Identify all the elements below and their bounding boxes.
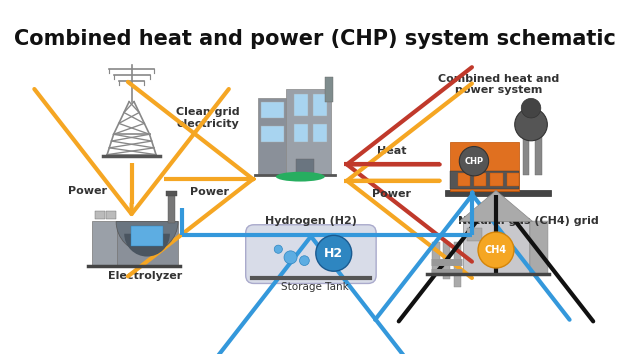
FancyBboxPatch shape [93, 222, 117, 266]
FancyBboxPatch shape [523, 130, 529, 175]
FancyBboxPatch shape [535, 130, 542, 175]
Circle shape [515, 108, 547, 141]
FancyBboxPatch shape [474, 173, 486, 185]
FancyBboxPatch shape [432, 242, 440, 273]
Text: Combined heat and
power system: Combined heat and power system [438, 74, 559, 95]
FancyBboxPatch shape [131, 225, 163, 246]
Polygon shape [459, 190, 533, 222]
FancyBboxPatch shape [443, 242, 450, 279]
Text: Hydrogen (H2): Hydrogen (H2) [265, 216, 357, 227]
Text: Power: Power [190, 187, 229, 197]
FancyBboxPatch shape [166, 191, 177, 196]
Text: Electrolyzer: Electrolyzer [108, 271, 183, 281]
FancyBboxPatch shape [450, 142, 519, 191]
FancyBboxPatch shape [258, 98, 287, 175]
Circle shape [284, 251, 297, 264]
FancyBboxPatch shape [95, 211, 105, 219]
FancyBboxPatch shape [457, 173, 470, 185]
FancyBboxPatch shape [168, 195, 175, 223]
Text: Natural gas (CH4) grid: Natural gas (CH4) grid [457, 216, 598, 227]
Text: Power: Power [68, 186, 107, 196]
FancyBboxPatch shape [464, 222, 529, 274]
Circle shape [521, 98, 541, 118]
FancyBboxPatch shape [106, 211, 116, 219]
FancyBboxPatch shape [467, 228, 482, 241]
FancyBboxPatch shape [261, 126, 284, 142]
Circle shape [299, 256, 309, 266]
FancyBboxPatch shape [117, 222, 178, 266]
FancyBboxPatch shape [325, 77, 333, 102]
Circle shape [316, 235, 352, 271]
Text: CHP: CHP [464, 157, 484, 166]
Text: Storage Tank: Storage Tank [281, 282, 349, 292]
Circle shape [459, 147, 489, 176]
FancyBboxPatch shape [525, 125, 537, 137]
FancyBboxPatch shape [450, 171, 519, 189]
FancyBboxPatch shape [312, 93, 327, 116]
FancyBboxPatch shape [445, 190, 551, 196]
Text: Power: Power [372, 189, 411, 199]
FancyBboxPatch shape [312, 125, 327, 142]
FancyBboxPatch shape [261, 102, 284, 118]
Text: H2: H2 [324, 247, 343, 260]
Wedge shape [116, 222, 178, 252]
Circle shape [478, 232, 514, 268]
FancyBboxPatch shape [530, 222, 548, 274]
Wedge shape [124, 234, 170, 257]
FancyBboxPatch shape [294, 125, 309, 142]
FancyBboxPatch shape [490, 173, 503, 185]
FancyBboxPatch shape [296, 159, 314, 175]
FancyBboxPatch shape [507, 173, 519, 185]
Circle shape [274, 245, 282, 253]
FancyBboxPatch shape [454, 242, 461, 287]
FancyBboxPatch shape [294, 93, 309, 116]
Text: CH4: CH4 [485, 245, 507, 255]
Text: Clean grid
electricity: Clean grid electricity [176, 107, 240, 129]
FancyBboxPatch shape [246, 225, 376, 284]
Text: Combined heat and power (CHP) system schematic: Combined heat and power (CHP) system sch… [14, 29, 616, 49]
Ellipse shape [276, 172, 325, 182]
FancyBboxPatch shape [287, 90, 331, 175]
Text: Heat: Heat [377, 146, 406, 156]
